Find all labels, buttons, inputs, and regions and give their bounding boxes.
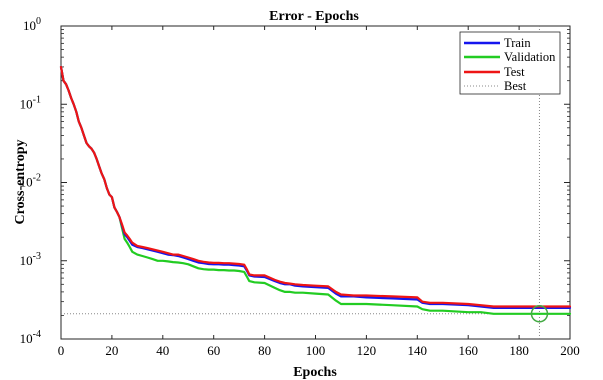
- series-line-test: [59, 65, 572, 308]
- x-axis: 0 20 40 60 80 100 120 140 160 180 200: [58, 26, 580, 358]
- x-tick-label: 40: [156, 343, 169, 358]
- x-tick-label: 120: [357, 343, 377, 358]
- x-tick-label: 100: [306, 343, 326, 358]
- series-group: [59, 65, 572, 315]
- y-tick-label: 10-4: [20, 329, 41, 346]
- y-tick-label: 10-2: [20, 173, 41, 190]
- chart-title: Error - Epochs: [269, 9, 359, 24]
- best-point-marker: [530, 305, 549, 323]
- legend-label-validation: Validation: [504, 50, 556, 64]
- x-tick-label: 0: [58, 343, 65, 358]
- legend-label-train: Train: [504, 36, 531, 50]
- x-tick-label: 80: [258, 343, 271, 358]
- y-axis-label: Cross-entropy: [13, 139, 28, 224]
- x-tick-label: 60: [207, 343, 220, 358]
- legend: Train Validation Test Best: [459, 31, 561, 95]
- legend-label-best: Best: [504, 79, 527, 93]
- x-tick-label: 180: [509, 343, 529, 358]
- x-tick-label: 140: [408, 343, 428, 358]
- x-tick-label: 200: [560, 343, 580, 358]
- y-axis: 100 10-1 10-2 10-3 10-4: [20, 16, 570, 346]
- y-tick-label: 100: [23, 16, 41, 33]
- x-tick-label: 20: [105, 343, 118, 358]
- legend-label-test: Test: [504, 65, 525, 79]
- x-tick-label: 160: [458, 343, 478, 358]
- x-axis-label: Epochs: [293, 365, 337, 380]
- y-tick-label: 10-1: [20, 94, 41, 111]
- y-tick-label: 10-3: [20, 251, 41, 268]
